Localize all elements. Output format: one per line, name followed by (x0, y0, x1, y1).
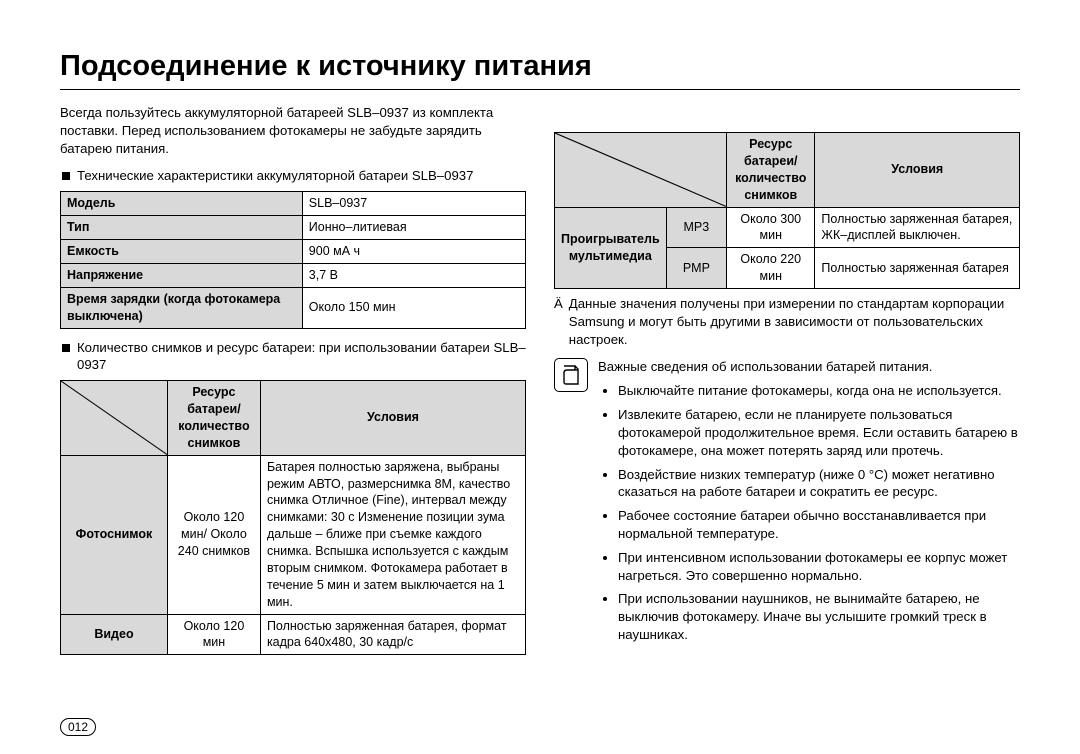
spec-row-value: Ионно–литиевая (302, 216, 525, 240)
col-header-resource: Ресурс батареи/ количество снимков (167, 381, 260, 456)
cell-cond: Полностью заряженная батарея, формат кад… (260, 614, 525, 655)
cell-resource: Около 220 мин (727, 248, 815, 289)
cell-cond: Полностью заряженная батарея (815, 248, 1020, 289)
cell-resource: Около 120 мин (167, 614, 260, 655)
footnote-text: Данные значения получены при измерении п… (569, 295, 1020, 348)
row-label-photo: Фотоснимок (61, 455, 168, 614)
left-column: Всегда пользуйтесь аккумуляторной батаре… (60, 104, 526, 655)
spec-row-value: 3,7 В (302, 263, 525, 287)
spec-row-label: Напряжение (61, 263, 303, 287)
right-column: Ресурс батареи/ количество снимков Услов… (554, 104, 1020, 655)
spec-heading: Технические характеристики аккумуляторно… (60, 167, 526, 185)
row-label-media: Проигрыватель мультимедиа (555, 207, 667, 289)
usage-heading-text: Количество снимков и ресурс батареи: при… (77, 339, 526, 375)
cell-cond: Полностью заряженная батарея, ЖК–дисплей… (815, 207, 1020, 248)
bullet-item: Рабочее состояние батареи обычно восстан… (618, 507, 1020, 543)
usage-table-right: Ресурс батареи/ количество снимков Услов… (554, 132, 1020, 289)
usage-table-left: Ресурс батареи/ количество снимков Услов… (60, 380, 526, 655)
spec-table: МодельSLB–0937 ТипИонно–литиевая Емкость… (60, 191, 526, 328)
row-sub-mp3: MP3 (666, 207, 726, 248)
spec-row-label: Емкость (61, 240, 303, 264)
footnote: Ä Данные значения получены при измерении… (554, 295, 1020, 348)
page-number: 012 (60, 718, 96, 736)
row-sub-pmp: PMP (666, 248, 726, 289)
bullet-item: Воздействие низких температур (ниже 0 °C… (618, 466, 1020, 502)
col-header-resource: Ресурс батареи/ количество снимков (727, 133, 815, 208)
bullet-item: При использовании наушников, не вынимайт… (618, 590, 1020, 643)
col-header-cond: Условия (815, 133, 1020, 208)
cell-cond: Батарея полностью заряжена, выбраны режи… (260, 455, 525, 614)
spec-row-value: 900 мА ч (302, 240, 525, 264)
page-title: Подсоединение к источнику питания (60, 50, 1020, 90)
spec-row-value: Около 150 мин (302, 287, 525, 328)
spec-row-label: Модель (61, 192, 303, 216)
col-header-cond: Условия (260, 381, 525, 456)
note-heading: Важные сведения об использовании батарей… (598, 358, 1020, 376)
usage-heading: Количество снимков и ресурс батареи: при… (60, 339, 526, 375)
spec-row-label: Время зарядки (когда фотокамера выключен… (61, 287, 303, 328)
bullet-item: Извлеките батарею, если не планируете по… (618, 406, 1020, 459)
note-bullets: Выключайте питание фотокамеры, когда она… (598, 382, 1020, 644)
bullet-item: Выключайте питание фотокамеры, когда она… (618, 382, 1020, 400)
row-label-video: Видео (61, 614, 168, 655)
intro-text: Всегда пользуйтесь аккумуляторной батаре… (60, 104, 526, 157)
cell-resource: Около 300 мин (727, 207, 815, 248)
spec-heading-text: Технические характеристики аккумуляторно… (77, 167, 473, 185)
cell-resource: Около 120 мин/ Около 240 снимков (167, 455, 260, 614)
note-icon (554, 358, 588, 392)
bullet-item: При интенсивном использовании фотокамеры… (618, 549, 1020, 585)
asterisk-icon: Ä (554, 295, 563, 348)
bullet-square-icon (62, 344, 70, 352)
diag-header (555, 133, 727, 208)
bullet-square-icon (62, 172, 70, 180)
diag-header (61, 381, 168, 456)
spec-row-value: SLB–0937 (302, 192, 525, 216)
spec-row-label: Тип (61, 216, 303, 240)
